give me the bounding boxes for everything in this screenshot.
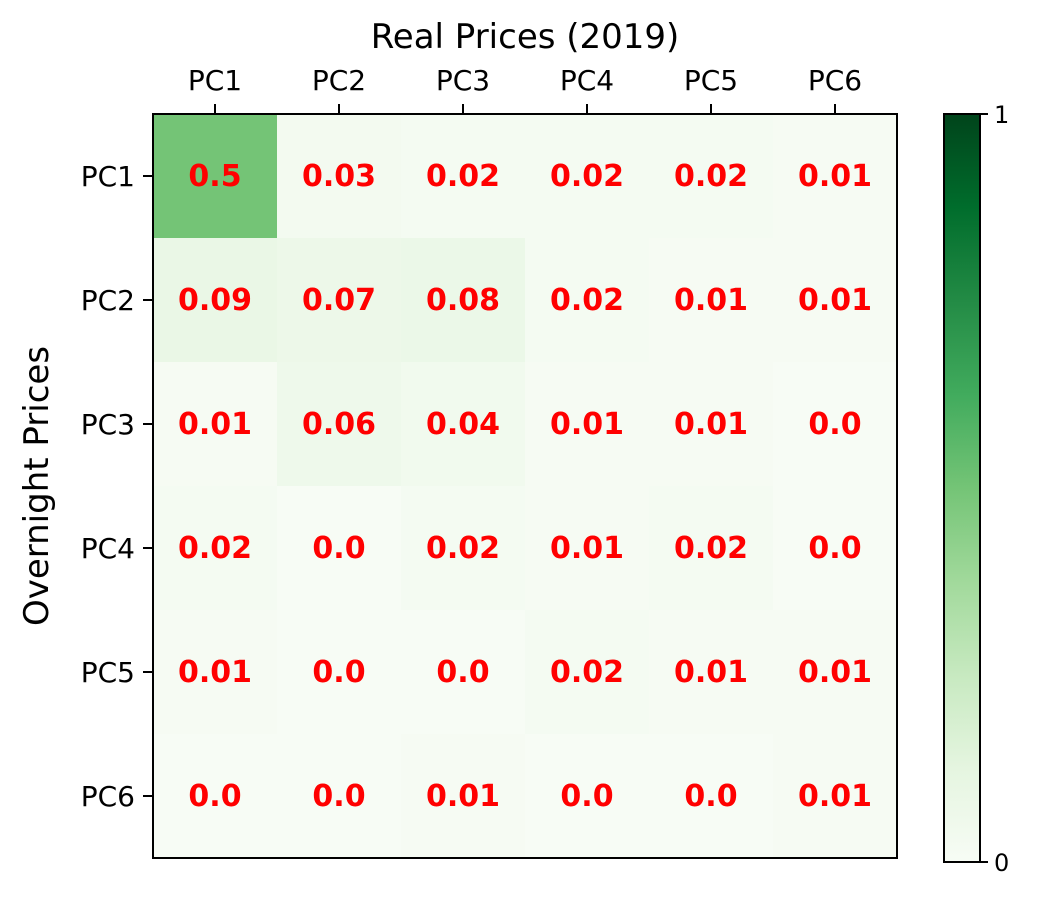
heatmap-cell xyxy=(401,362,526,487)
x-tick-label: PC3 xyxy=(436,64,490,97)
plot-frame xyxy=(152,113,898,859)
cell-value-label: 0.06 xyxy=(302,407,376,442)
cell-value-label: 0.02 xyxy=(674,531,748,566)
cell-value-label: 0.07 xyxy=(302,283,376,318)
cell-value-label: 0.0 xyxy=(808,531,861,566)
x-axis-ticks: PC1 PC2 PC3 PC4 PC5 PC6 xyxy=(188,64,862,114)
colorbar-gradient xyxy=(944,114,980,862)
colorbar-tick-label: 1 xyxy=(994,101,1009,129)
heatmap-cell xyxy=(277,362,402,487)
heatmap-cell xyxy=(525,610,650,735)
heatmap-cell xyxy=(277,114,402,239)
cell-value-label: 0.01 xyxy=(550,531,624,566)
heatmap-cell-labels: 0.5 0.03 0.02 0.02 0.02 0.01 0.09 0.07 0.08 0.02 0… xyxy=(178,159,872,814)
colorbar-tick-label: 0 xyxy=(994,849,1009,877)
heatmap-cell xyxy=(525,362,650,487)
cell-value-label: 0.01 xyxy=(798,159,872,194)
x-tick-label: PC6 xyxy=(808,64,862,97)
heatmap-cell xyxy=(649,238,774,363)
cell-value-label: 0.09 xyxy=(178,283,252,318)
heatmap-cell xyxy=(649,610,774,735)
cell-value-label: 0.02 xyxy=(426,531,500,566)
heatmap-cell xyxy=(153,238,278,363)
heatmap-cell xyxy=(277,238,402,363)
heatmap-cell xyxy=(401,238,526,363)
heatmap-cell xyxy=(401,610,526,735)
cell-value-label: 0.01 xyxy=(798,779,872,814)
cell-value-label: 0.0 xyxy=(312,779,365,814)
heatmap-cell xyxy=(153,114,278,239)
cell-value-label: 0.01 xyxy=(798,655,872,690)
x-tick-label: PC5 xyxy=(684,64,738,97)
heatmap-cell xyxy=(401,486,526,611)
heatmap-cell xyxy=(153,610,278,735)
cell-value-label: 0.01 xyxy=(674,407,748,442)
heatmap-cell xyxy=(277,734,402,859)
colorbar-ticks: 01 xyxy=(980,101,1009,877)
x-tick-label: PC4 xyxy=(560,64,614,97)
cell-value-label: 0.03 xyxy=(302,159,376,194)
cell-value-label: 0.01 xyxy=(798,283,872,318)
chart-title: Real Prices (2019) xyxy=(371,17,680,57)
cell-value-label: 0.02 xyxy=(426,159,500,194)
cell-value-label: 0.5 xyxy=(188,159,241,194)
x-tick-label: PC2 xyxy=(312,64,366,97)
cell-value-label: 0.02 xyxy=(674,159,748,194)
colorbar: 01 xyxy=(943,101,1009,877)
heatmap-cell xyxy=(773,734,898,859)
heatmap-cell xyxy=(525,486,650,611)
cell-value-label: 0.02 xyxy=(550,283,624,318)
y-axis-label: Overnight Prices xyxy=(17,346,57,626)
cell-value-label: 0.01 xyxy=(178,407,252,442)
cell-value-label: 0.0 xyxy=(684,779,737,814)
cell-value-label: 0.04 xyxy=(426,407,500,442)
cell-value-label: 0.01 xyxy=(674,655,748,690)
cell-value-label: 0.0 xyxy=(188,779,241,814)
cell-value-label: 0.08 xyxy=(426,283,500,318)
y-tick-label: PC1 xyxy=(81,160,135,193)
cell-value-label: 0.0 xyxy=(808,407,861,442)
y-axis-ticks: PC1 PC2 PC3 PC4 PC5 PC6 xyxy=(81,160,153,813)
y-tick-label: PC6 xyxy=(81,780,135,813)
heatmap-cell xyxy=(153,734,278,859)
cell-value-label: 0.02 xyxy=(178,531,252,566)
heatmap-cell xyxy=(649,114,774,239)
heatmap-cell xyxy=(153,486,278,611)
y-tick-label: PC5 xyxy=(81,656,135,689)
cell-value-label: 0.02 xyxy=(550,655,624,690)
heatmap-cell xyxy=(525,114,650,239)
heatmap-cell xyxy=(277,486,402,611)
cell-value-label: 0.0 xyxy=(560,779,613,814)
cell-value-label: 0.01 xyxy=(426,779,500,814)
y-tick-label: PC2 xyxy=(81,284,135,317)
colorbar-frame xyxy=(943,113,981,863)
heatmap-cell xyxy=(773,238,898,363)
heatmap-cell xyxy=(649,734,774,859)
y-tick-label: PC4 xyxy=(81,532,135,565)
heatmap-cell xyxy=(525,734,650,859)
x-tick-label: PC1 xyxy=(188,64,242,97)
cell-value-label: 0.0 xyxy=(312,531,365,566)
heatmap-cell xyxy=(401,114,526,239)
cell-value-label: 0.01 xyxy=(674,283,748,318)
heatmap-cell xyxy=(649,486,774,611)
heatmap-cell xyxy=(773,114,898,239)
heatmap-cell xyxy=(773,486,898,611)
cell-value-label: 0.02 xyxy=(550,159,624,194)
y-tick-label: PC3 xyxy=(81,408,135,441)
heatmap-cell xyxy=(153,362,278,487)
cell-value-label: 0.01 xyxy=(178,655,252,690)
cell-value-label: 0.0 xyxy=(312,655,365,690)
heatmap-cells xyxy=(153,114,898,859)
heatmap-cell xyxy=(773,362,898,487)
heatmap-cell xyxy=(525,238,650,363)
heatmap-cell xyxy=(277,610,402,735)
heatmap-cell xyxy=(649,362,774,487)
heatmap-cell xyxy=(401,734,526,859)
cell-value-label: 0.01 xyxy=(550,407,624,442)
cell-value-label: 0.0 xyxy=(436,655,489,690)
heatmap-cell xyxy=(773,610,898,735)
